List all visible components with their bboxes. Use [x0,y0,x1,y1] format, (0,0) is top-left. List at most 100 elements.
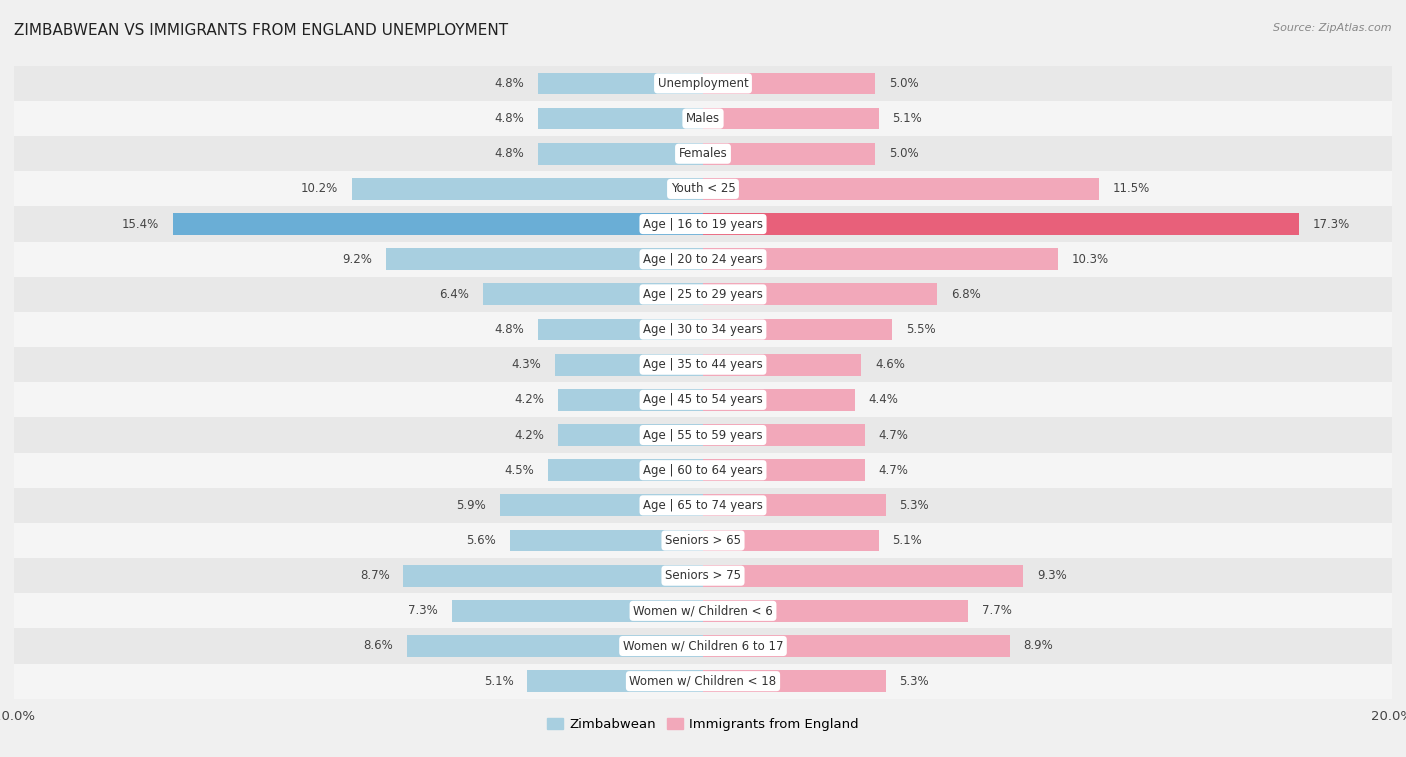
Text: 17.3%: 17.3% [1313,217,1350,231]
Bar [14,241,1392,277]
Bar [14,136,1392,171]
Bar [703,178,1099,200]
Bar [703,213,1299,235]
Text: 5.3%: 5.3% [900,499,929,512]
Text: 4.8%: 4.8% [494,148,524,160]
Bar [527,670,703,692]
Bar [703,424,865,446]
Bar [703,600,969,621]
Bar [703,107,879,129]
Text: 4.6%: 4.6% [875,358,905,371]
Bar [703,354,862,375]
Text: Age | 55 to 59 years: Age | 55 to 59 years [643,428,763,441]
Bar [14,66,1392,101]
Bar [703,248,1057,270]
Text: 10.2%: 10.2% [301,182,337,195]
Text: Women w/ Children < 18: Women w/ Children < 18 [630,674,776,687]
Text: 4.7%: 4.7% [879,464,908,477]
Bar [173,213,703,235]
Bar [537,107,703,129]
Text: Youth < 25: Youth < 25 [671,182,735,195]
Text: Age | 35 to 44 years: Age | 35 to 44 years [643,358,763,371]
Bar [14,347,1392,382]
Bar [14,558,1392,593]
Text: 5.5%: 5.5% [907,323,936,336]
Bar [14,664,1392,699]
Text: 4.8%: 4.8% [494,77,524,90]
Bar [548,459,703,481]
Text: Age | 65 to 74 years: Age | 65 to 74 years [643,499,763,512]
Bar [14,207,1392,241]
Bar [537,319,703,341]
Bar [537,73,703,95]
Bar [14,453,1392,488]
Bar [14,523,1392,558]
Text: 7.3%: 7.3% [408,604,437,617]
Bar [406,635,703,657]
Bar [404,565,703,587]
Bar [703,670,886,692]
Bar [703,635,1010,657]
Text: 8.7%: 8.7% [360,569,389,582]
Text: Unemployment: Unemployment [658,77,748,90]
Bar [14,593,1392,628]
Text: ZIMBABWEAN VS IMMIGRANTS FROM ENGLAND UNEMPLOYMENT: ZIMBABWEAN VS IMMIGRANTS FROM ENGLAND UN… [14,23,508,38]
Text: Source: ZipAtlas.com: Source: ZipAtlas.com [1274,23,1392,33]
Text: Age | 60 to 64 years: Age | 60 to 64 years [643,464,763,477]
Text: 8.9%: 8.9% [1024,640,1053,653]
Bar [555,354,703,375]
Text: 4.2%: 4.2% [515,428,544,441]
Text: 7.7%: 7.7% [981,604,1012,617]
Text: 9.2%: 9.2% [343,253,373,266]
Text: Males: Males [686,112,720,125]
Text: 10.3%: 10.3% [1071,253,1109,266]
Text: 5.1%: 5.1% [484,674,513,687]
Bar [537,143,703,164]
Legend: Zimbabwean, Immigrants from England: Zimbabwean, Immigrants from England [541,712,865,736]
Bar [703,73,875,95]
Text: 5.1%: 5.1% [893,112,922,125]
Bar [14,382,1392,417]
Text: Age | 16 to 19 years: Age | 16 to 19 years [643,217,763,231]
Text: 11.5%: 11.5% [1114,182,1150,195]
Text: 5.1%: 5.1% [893,534,922,547]
Text: 9.3%: 9.3% [1038,569,1067,582]
Bar [558,424,703,446]
Text: 5.0%: 5.0% [889,77,918,90]
Bar [14,171,1392,207]
Text: 8.6%: 8.6% [363,640,392,653]
Text: Age | 20 to 24 years: Age | 20 to 24 years [643,253,763,266]
Bar [14,417,1392,453]
Bar [14,101,1392,136]
Text: 5.0%: 5.0% [889,148,918,160]
Bar [703,494,886,516]
Text: Seniors > 75: Seniors > 75 [665,569,741,582]
Bar [703,283,938,305]
Bar [387,248,703,270]
Bar [14,488,1392,523]
Text: 4.8%: 4.8% [494,112,524,125]
Bar [14,628,1392,664]
Text: 5.9%: 5.9% [456,499,486,512]
Text: 4.7%: 4.7% [879,428,908,441]
Text: Age | 25 to 29 years: Age | 25 to 29 years [643,288,763,301]
Text: 4.4%: 4.4% [869,394,898,407]
Bar [703,530,879,551]
Text: Seniors > 65: Seniors > 65 [665,534,741,547]
Text: Women w/ Children < 6: Women w/ Children < 6 [633,604,773,617]
Bar [482,283,703,305]
Bar [703,459,865,481]
Bar [510,530,703,551]
Bar [703,389,855,411]
Bar [499,494,703,516]
Bar [451,600,703,621]
Text: 15.4%: 15.4% [121,217,159,231]
Bar [558,389,703,411]
Text: Females: Females [679,148,727,160]
Text: Age | 30 to 34 years: Age | 30 to 34 years [643,323,763,336]
Bar [14,277,1392,312]
Text: 6.4%: 6.4% [439,288,468,301]
Bar [703,143,875,164]
Text: Women w/ Children 6 to 17: Women w/ Children 6 to 17 [623,640,783,653]
Text: 4.3%: 4.3% [512,358,541,371]
